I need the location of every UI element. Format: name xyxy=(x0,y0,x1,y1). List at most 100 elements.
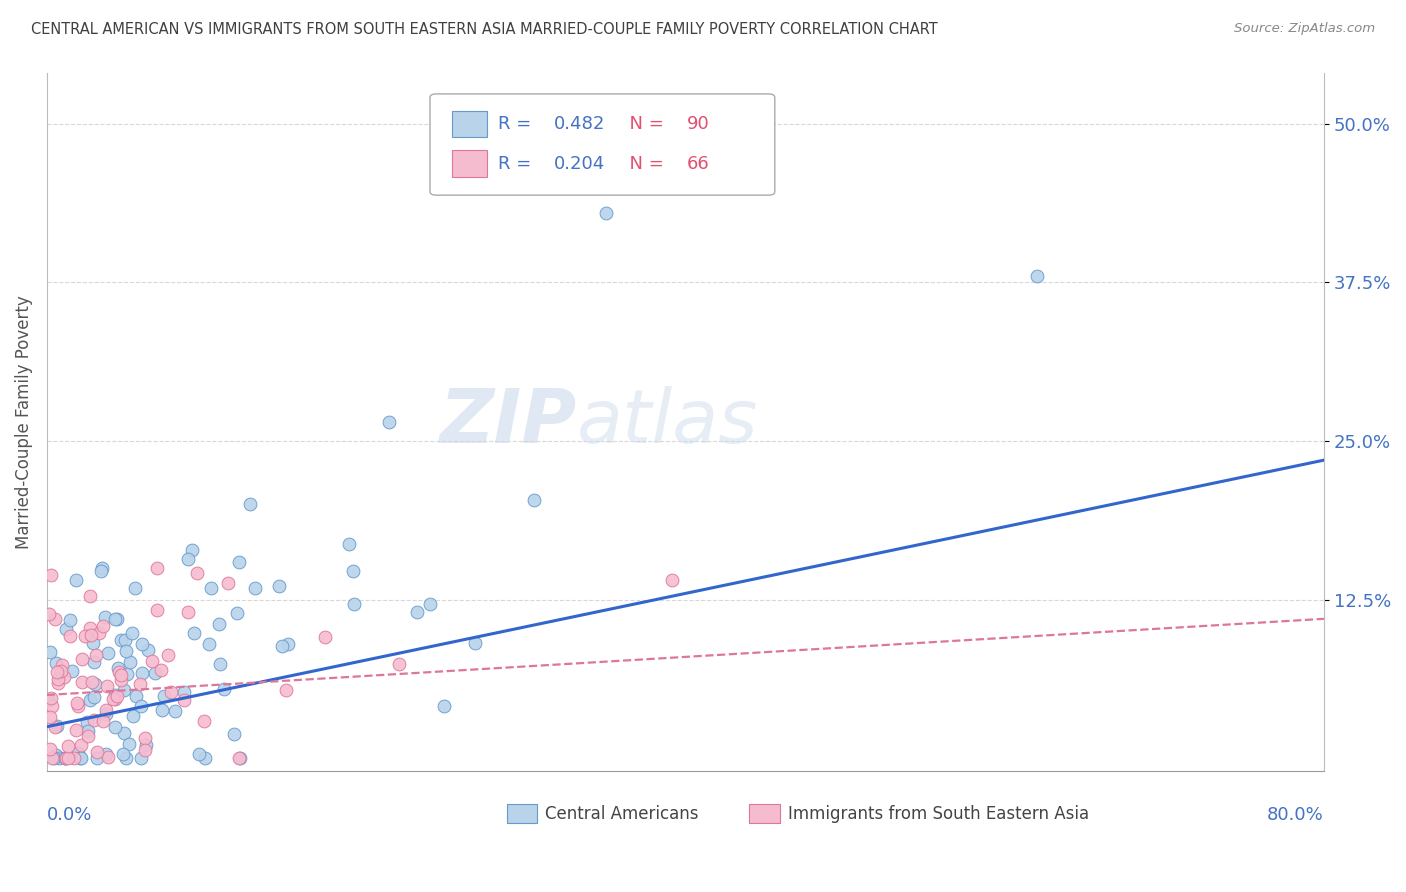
Point xyxy=(153,689,176,703)
Bar xyxy=(451,111,488,137)
Point xyxy=(80,628,103,642)
Point xyxy=(271,640,294,654)
Point xyxy=(110,667,132,681)
Point xyxy=(44,612,66,626)
Point xyxy=(226,607,249,621)
Point xyxy=(173,685,195,699)
Point xyxy=(55,751,77,765)
Point xyxy=(91,619,114,633)
Text: Source: ZipAtlas.com: Source: ZipAtlas.com xyxy=(1234,22,1375,36)
Point xyxy=(595,205,617,219)
Text: N =: N = xyxy=(617,154,669,173)
Point xyxy=(86,751,108,765)
Text: Immigrants from South Eastern Asia: Immigrants from South Eastern Asia xyxy=(787,805,1088,822)
Point xyxy=(83,690,105,704)
Point xyxy=(125,689,148,703)
Point xyxy=(63,751,86,765)
Point xyxy=(70,675,93,690)
Point xyxy=(93,714,115,729)
Point xyxy=(198,637,221,651)
Bar xyxy=(506,804,537,823)
Point xyxy=(165,704,187,718)
Point xyxy=(433,698,456,713)
Point xyxy=(94,703,117,717)
Point xyxy=(86,745,108,759)
Point xyxy=(79,621,101,635)
Point xyxy=(193,714,215,728)
Point xyxy=(134,743,156,757)
Point xyxy=(101,692,124,706)
Point xyxy=(661,573,683,587)
Point xyxy=(44,720,66,734)
Point xyxy=(94,747,117,762)
Text: CENTRAL AMERICAN VS IMMIGRANTS FROM SOUTH EASTERN ASIA MARRIED-COUPLE FAMILY POV: CENTRAL AMERICAN VS IMMIGRANTS FROM SOUT… xyxy=(31,22,938,37)
Point xyxy=(112,726,135,740)
Text: 0.482: 0.482 xyxy=(554,115,605,133)
Point xyxy=(51,658,73,673)
Point xyxy=(87,626,110,640)
Point xyxy=(41,751,63,765)
Point xyxy=(58,751,80,765)
Text: R =: R = xyxy=(498,115,537,133)
Point xyxy=(46,672,69,686)
Point xyxy=(104,688,127,702)
Point xyxy=(146,603,169,617)
Point xyxy=(38,709,60,723)
Point xyxy=(150,703,173,717)
Point xyxy=(343,597,366,611)
Point xyxy=(60,664,83,678)
Point xyxy=(104,691,127,706)
Point xyxy=(80,675,103,690)
Point xyxy=(108,665,131,679)
Text: ZIP: ZIP xyxy=(440,385,576,458)
Point xyxy=(208,657,231,671)
Point xyxy=(243,581,266,595)
Point xyxy=(194,751,217,765)
Y-axis label: Married-Couple Family Poverty: Married-Couple Family Poverty xyxy=(15,295,32,549)
Point xyxy=(83,713,105,727)
Point xyxy=(41,698,63,713)
Text: atlas: atlas xyxy=(576,386,758,458)
Point xyxy=(38,741,60,756)
Point xyxy=(117,737,139,751)
Text: 66: 66 xyxy=(686,154,710,173)
Point xyxy=(173,692,195,706)
Point xyxy=(94,610,117,624)
Point xyxy=(342,564,364,578)
Point xyxy=(239,497,262,511)
Point xyxy=(83,655,105,669)
Point xyxy=(134,731,156,746)
Point xyxy=(70,751,93,765)
Point xyxy=(45,665,67,679)
Point xyxy=(66,698,89,713)
Point xyxy=(115,751,138,765)
Point xyxy=(188,747,211,762)
Point xyxy=(274,683,297,698)
Point xyxy=(129,677,152,691)
Point xyxy=(79,693,101,707)
Point xyxy=(79,589,101,603)
Point xyxy=(138,643,160,657)
Point xyxy=(104,720,127,734)
Point xyxy=(111,747,134,761)
Point xyxy=(122,709,145,723)
Bar xyxy=(451,151,488,177)
Point xyxy=(131,637,153,651)
Text: Central Americans: Central Americans xyxy=(546,805,699,822)
Point xyxy=(41,568,63,582)
Point xyxy=(65,723,87,738)
Point xyxy=(76,714,98,729)
Point xyxy=(82,636,104,650)
Point xyxy=(177,551,200,566)
Point xyxy=(339,537,361,551)
Point xyxy=(42,751,65,765)
Point xyxy=(53,670,76,684)
Point xyxy=(53,751,76,765)
Point xyxy=(105,612,128,626)
Point xyxy=(97,749,120,764)
Point xyxy=(121,625,143,640)
Point xyxy=(37,693,59,707)
Point xyxy=(96,679,118,693)
Point xyxy=(212,682,235,697)
Point xyxy=(228,555,250,569)
